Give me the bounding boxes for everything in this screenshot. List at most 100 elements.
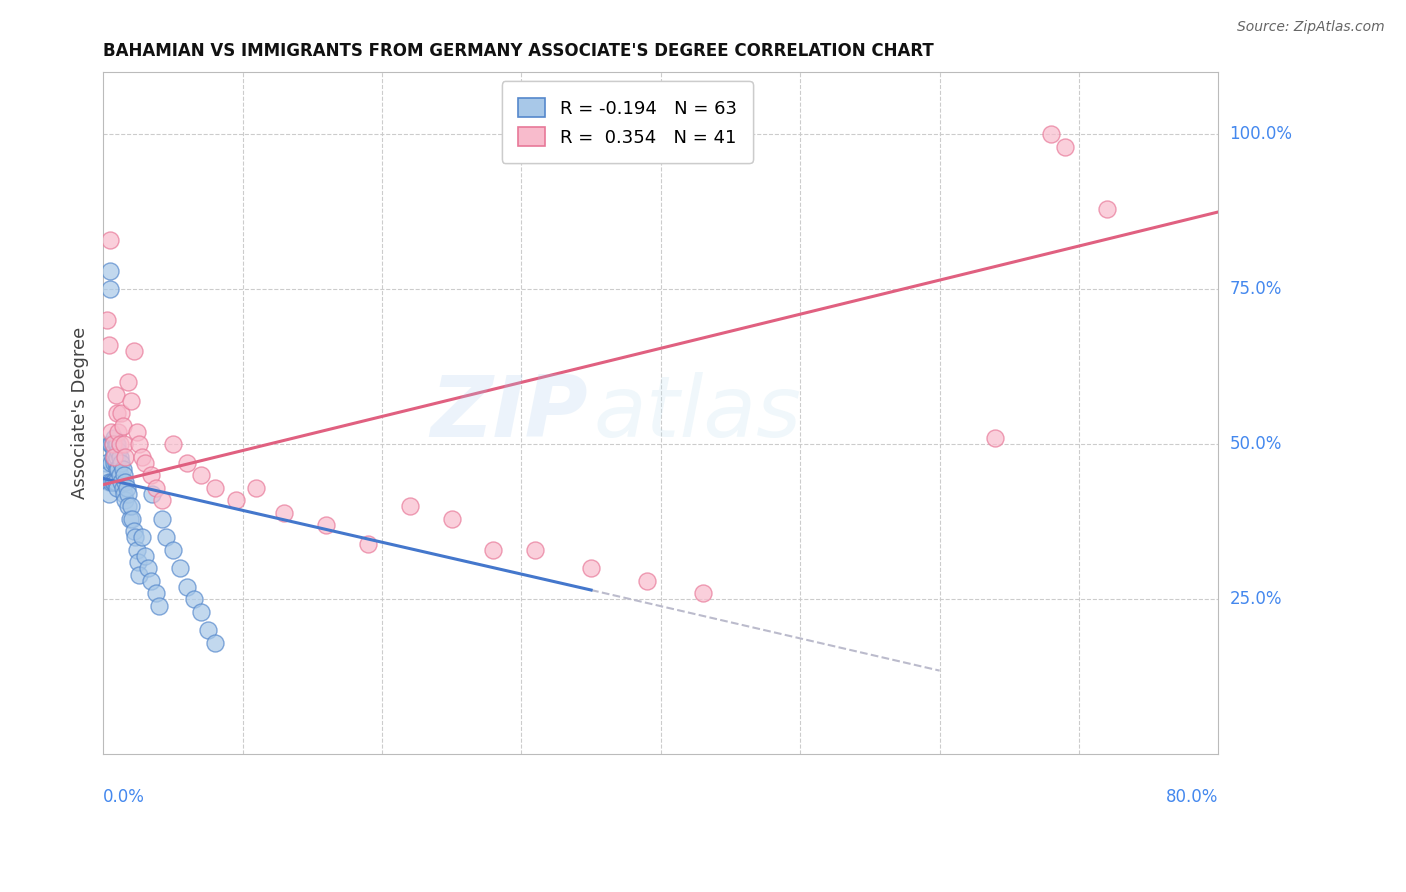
Point bbox=[107, 462, 129, 476]
Text: 75.0%: 75.0% bbox=[1230, 280, 1282, 299]
Point bbox=[108, 437, 131, 451]
Point bbox=[96, 313, 118, 327]
Point bbox=[101, 475, 124, 489]
Point bbox=[128, 437, 150, 451]
Point bbox=[122, 524, 145, 538]
Point bbox=[357, 536, 380, 550]
Point bbox=[104, 437, 127, 451]
Point bbox=[105, 437, 128, 451]
Point bbox=[122, 344, 145, 359]
Point bbox=[169, 561, 191, 575]
Point bbox=[273, 506, 295, 520]
Point bbox=[108, 450, 131, 464]
Point bbox=[114, 493, 136, 508]
Point bbox=[131, 450, 153, 464]
Text: ZIP: ZIP bbox=[430, 372, 588, 455]
Text: 0.0%: 0.0% bbox=[103, 788, 145, 805]
Point bbox=[100, 425, 122, 439]
Point bbox=[114, 450, 136, 464]
Point bbox=[97, 487, 120, 501]
Point bbox=[398, 500, 420, 514]
Point bbox=[197, 624, 219, 638]
Point bbox=[125, 542, 148, 557]
Point bbox=[97, 338, 120, 352]
Legend: R = -0.194   N = 63, R =  0.354   N = 41: R = -0.194 N = 63, R = 0.354 N = 41 bbox=[502, 81, 752, 162]
Point bbox=[111, 481, 134, 495]
Text: BAHAMIAN VS IMMIGRANTS FROM GERMANY ASSOCIATE'S DEGREE CORRELATION CHART: BAHAMIAN VS IMMIGRANTS FROM GERMANY ASSO… bbox=[103, 42, 934, 60]
Point bbox=[105, 462, 128, 476]
Point bbox=[111, 418, 134, 433]
Point bbox=[104, 388, 127, 402]
Point bbox=[103, 443, 125, 458]
Point bbox=[524, 542, 547, 557]
Point bbox=[127, 555, 149, 569]
Point bbox=[579, 561, 602, 575]
Point bbox=[103, 456, 125, 470]
Point bbox=[204, 636, 226, 650]
Point bbox=[145, 586, 167, 600]
Point bbox=[101, 437, 124, 451]
Point bbox=[141, 487, 163, 501]
Point bbox=[97, 475, 120, 489]
Point bbox=[128, 567, 150, 582]
Point bbox=[120, 500, 142, 514]
Point bbox=[1095, 202, 1118, 216]
Point bbox=[101, 450, 124, 464]
Point bbox=[98, 437, 121, 451]
Point bbox=[107, 443, 129, 458]
Point bbox=[111, 462, 134, 476]
Point bbox=[204, 481, 226, 495]
Point bbox=[118, 512, 141, 526]
Point bbox=[245, 481, 267, 495]
Point bbox=[104, 456, 127, 470]
Point bbox=[150, 493, 173, 508]
Point bbox=[148, 599, 170, 613]
Point bbox=[150, 512, 173, 526]
Point bbox=[176, 456, 198, 470]
Point bbox=[110, 406, 132, 420]
Text: 50.0%: 50.0% bbox=[1230, 435, 1282, 453]
Point bbox=[117, 376, 139, 390]
Point bbox=[190, 605, 212, 619]
Point bbox=[440, 512, 463, 526]
Point bbox=[139, 468, 162, 483]
Point bbox=[103, 475, 125, 489]
Point bbox=[225, 493, 247, 508]
Point bbox=[115, 481, 138, 495]
Point bbox=[96, 468, 118, 483]
Text: Source: ZipAtlas.com: Source: ZipAtlas.com bbox=[1237, 20, 1385, 34]
Point bbox=[139, 574, 162, 588]
Point bbox=[145, 481, 167, 495]
Point bbox=[98, 233, 121, 247]
Point bbox=[110, 456, 132, 470]
Point bbox=[1347, 170, 1369, 185]
Point bbox=[105, 481, 128, 495]
Point bbox=[315, 518, 337, 533]
Text: 80.0%: 80.0% bbox=[1166, 788, 1219, 805]
Point bbox=[94, 456, 117, 470]
Point bbox=[1054, 140, 1077, 154]
Point bbox=[134, 549, 156, 563]
Point bbox=[110, 475, 132, 489]
Point bbox=[190, 468, 212, 483]
Point bbox=[136, 561, 159, 575]
Point bbox=[984, 431, 1007, 445]
Point bbox=[482, 542, 505, 557]
Point bbox=[183, 592, 205, 607]
Point bbox=[162, 542, 184, 557]
Point bbox=[117, 487, 139, 501]
Point bbox=[100, 456, 122, 470]
Point bbox=[103, 450, 125, 464]
Text: 100.0%: 100.0% bbox=[1230, 126, 1292, 144]
Point bbox=[162, 437, 184, 451]
Point bbox=[114, 475, 136, 489]
Point bbox=[105, 406, 128, 420]
Text: atlas: atlas bbox=[593, 372, 801, 455]
Y-axis label: Associate's Degree: Associate's Degree bbox=[72, 327, 89, 500]
Point bbox=[120, 394, 142, 409]
Point bbox=[155, 530, 177, 544]
Point bbox=[101, 437, 124, 451]
Point bbox=[117, 500, 139, 514]
Point bbox=[176, 580, 198, 594]
Point bbox=[98, 264, 121, 278]
